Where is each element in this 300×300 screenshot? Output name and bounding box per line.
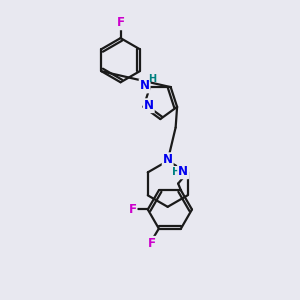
Text: F: F xyxy=(128,203,136,216)
Text: H: H xyxy=(148,74,156,84)
Text: F: F xyxy=(117,16,124,29)
Text: N: N xyxy=(163,153,173,166)
Text: H: H xyxy=(172,167,181,177)
Text: F: F xyxy=(148,237,156,250)
Text: N: N xyxy=(140,80,150,92)
Text: N: N xyxy=(144,99,154,112)
Text: N: N xyxy=(178,165,188,178)
